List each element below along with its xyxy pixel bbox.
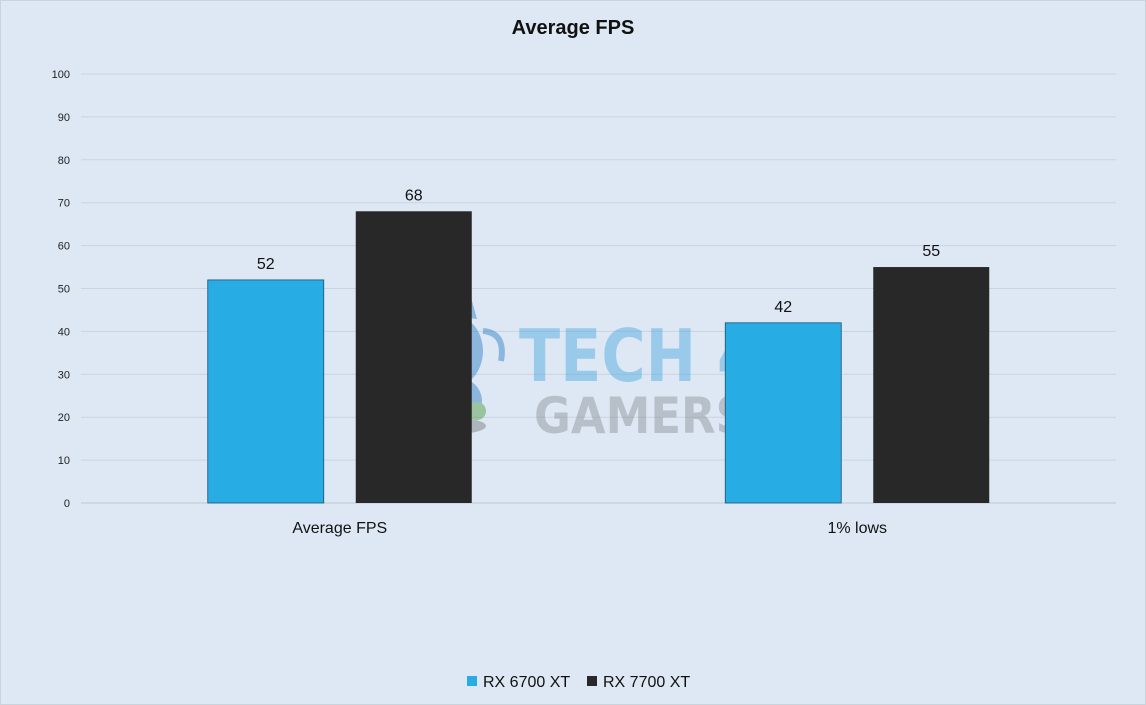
- y-tick-label: 0: [64, 498, 70, 510]
- y-tick-label: 10: [58, 455, 70, 467]
- bars: [207, 211, 990, 504]
- y-tick-label: 50: [58, 284, 70, 296]
- y-axis-ticks: 0 10 20 30 40 50 60 70 80 90 100: [52, 69, 70, 510]
- y-tick-label: 100: [52, 69, 70, 81]
- bar: [355, 211, 472, 503]
- data-label: 55: [922, 243, 940, 260]
- bar: [207, 279, 325, 504]
- legend-swatch: [587, 676, 597, 686]
- legend-label: RX 6700 XT: [483, 674, 570, 691]
- data-labels: 52 68 42 55: [257, 187, 940, 316]
- data-label: 42: [774, 299, 792, 316]
- legend-swatch: [467, 676, 477, 686]
- x-tick-label: 1% lows: [827, 520, 887, 537]
- y-tick-label: 80: [58, 155, 70, 167]
- y-tick-label: 40: [58, 326, 70, 338]
- data-label: 68: [405, 187, 423, 204]
- y-tick-label: 70: [58, 198, 70, 210]
- x-tick-label: Average FPS: [292, 520, 387, 537]
- y-tick-label: 30: [58, 369, 70, 381]
- y-tick-label: 60: [58, 241, 70, 253]
- chart-title: Average FPS: [512, 17, 635, 39]
- bar: [724, 322, 842, 504]
- bar: [873, 267, 990, 503]
- watermark-logo: TECH 4 GAMERS: [423, 297, 759, 445]
- y-tick-label: 20: [58, 412, 70, 424]
- watermark-text-tech: TECH 4: [519, 314, 759, 398]
- x-axis-ticks: Average FPS 1% lows: [292, 520, 887, 537]
- y-tick-label: 90: [58, 112, 70, 124]
- data-label: 52: [257, 256, 275, 273]
- legend: RX 6700 XT RX 7700 XT: [467, 674, 690, 691]
- legend-label: RX 7700 XT: [603, 674, 690, 691]
- watermark-text-gamers: GAMERS: [534, 387, 748, 445]
